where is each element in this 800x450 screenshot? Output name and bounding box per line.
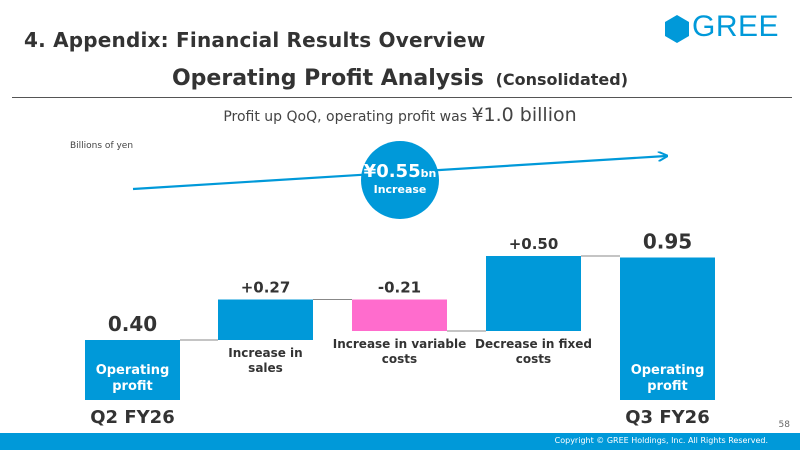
badge-label: Increase	[373, 183, 427, 196]
bar-5	[620, 257, 715, 400]
bar-1	[85, 340, 180, 400]
data-label-1: 0.40	[108, 312, 157, 336]
page-number: 58	[778, 420, 790, 430]
footer-bar	[0, 433, 800, 450]
headline-text: Profit up QoQ, operating profit was	[223, 109, 467, 125]
bar-4	[486, 256, 581, 331]
data-label-3: -0.21	[378, 279, 421, 297]
slide-title: Operating Profit Analysis (Consolidated)	[0, 66, 800, 91]
headline: Profit up QoQ, operating profit was ¥1.0…	[0, 104, 800, 126]
data-label-4: +0.50	[509, 235, 559, 253]
data-label-2: +0.27	[241, 279, 291, 297]
bar-label-4: Decrease in fixed costs	[475, 337, 592, 366]
bar-2	[218, 299, 313, 340]
data-label-5: 0.95	[643, 230, 692, 254]
bar-3	[352, 299, 447, 331]
title-divider	[12, 97, 792, 98]
section-title: 4. Appendix: Financial Results Overview	[24, 28, 486, 52]
bar-label-1: Operating profit	[96, 363, 170, 394]
x-tick-label-5: Q3 FY26	[625, 407, 709, 428]
slide-title-subtitle: (Consolidated)	[495, 70, 629, 89]
gree-logo-icon	[665, 15, 689, 43]
copyright: Copyright © GREE Holdings, Inc. All Righ…	[554, 436, 768, 445]
bar-label-2: Increase in sales	[228, 346, 302, 375]
headline-amount: ¥1.0 billion	[471, 104, 577, 126]
slide-title-main: Operating Profit Analysis	[171, 66, 484, 91]
bar-label-5: Operating profit	[631, 363, 705, 394]
unit-note: Billions of yen	[70, 141, 134, 151]
logo-text: GREE	[692, 10, 780, 43]
x-tick-label-1: Q2 FY26	[90, 407, 174, 428]
badge-value: ¥0.55bn	[363, 161, 437, 182]
bar-label-3: Increase in variable costs	[333, 337, 466, 366]
increase-badge: ¥0.55bn Increase	[361, 141, 439, 219]
